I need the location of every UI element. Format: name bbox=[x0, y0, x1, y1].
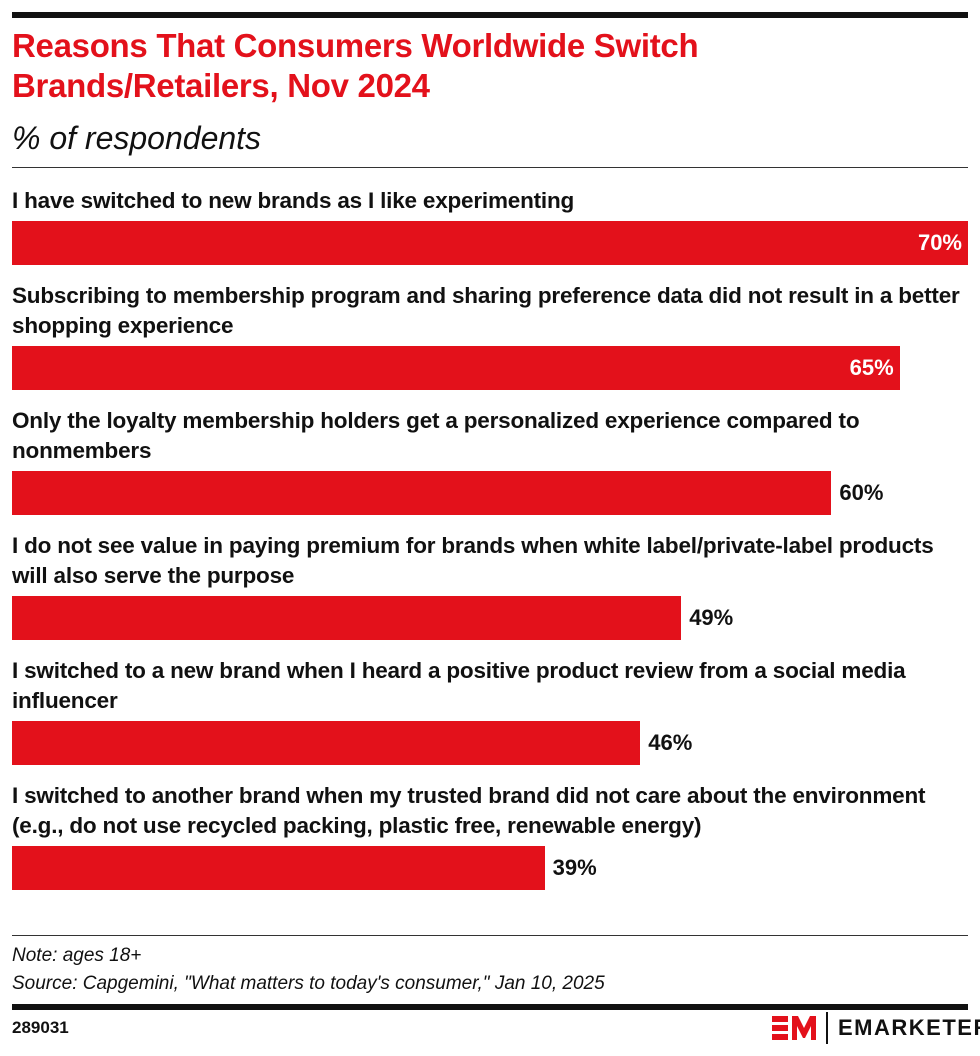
footer-divider bbox=[12, 935, 968, 936]
category-label: Only the loyalty membership holders get … bbox=[12, 408, 860, 463]
value-label: 70% bbox=[917, 230, 962, 255]
bottom-rule bbox=[12, 1004, 968, 1010]
source-text: Source: Capgemini, "What matters to toda… bbox=[12, 973, 605, 994]
em-logo-icon bbox=[772, 1016, 816, 1040]
header-divider bbox=[12, 167, 968, 168]
bar-track: 60% bbox=[12, 471, 968, 515]
bar-track: 70% bbox=[12, 221, 968, 265]
bar bbox=[12, 346, 900, 390]
bar-chart: I have switched to new brands as I like … bbox=[12, 186, 968, 906]
bar-track: 49% bbox=[12, 596, 968, 640]
top-rule bbox=[12, 12, 968, 18]
bar bbox=[12, 846, 545, 890]
bar bbox=[12, 471, 832, 515]
chart-subtitle: % of respondents bbox=[12, 120, 262, 156]
logo-separator bbox=[826, 1012, 828, 1044]
category-label: I have switched to new brands as I like … bbox=[12, 188, 575, 213]
bar-track: 39% bbox=[12, 846, 968, 890]
bar-track: 65% bbox=[12, 346, 968, 390]
footnote: Note: ages 18+ Source: Capgemini, "What … bbox=[12, 942, 605, 998]
category-label: I switched to a new brand when I heard a… bbox=[12, 658, 906, 713]
note-text: Note: ages 18+ bbox=[12, 945, 142, 966]
bar bbox=[12, 721, 641, 765]
value-label: 39% bbox=[552, 855, 597, 880]
category-label: I switched to another brand when my trus… bbox=[12, 783, 926, 838]
value-label: 60% bbox=[839, 480, 884, 505]
chart-id: 289031 bbox=[12, 1018, 69, 1037]
bar-row: I have switched to new brands as I like … bbox=[12, 186, 968, 265]
bar bbox=[12, 221, 968, 265]
value-label: 65% bbox=[849, 355, 894, 380]
category-label: I do not see value in paying premium for… bbox=[12, 533, 934, 588]
value-label: 46% bbox=[648, 730, 693, 755]
bar-track: 46% bbox=[12, 721, 968, 765]
value-label: 49% bbox=[689, 605, 734, 630]
brand-name: EMARKETER bbox=[838, 1015, 980, 1040]
bar-row: I switched to another brand when my trus… bbox=[12, 781, 968, 890]
bar-row: I switched to a new brand when I heard a… bbox=[12, 656, 968, 765]
bar bbox=[12, 596, 682, 640]
bar-row: Only the loyalty membership holders get … bbox=[12, 406, 968, 515]
bar-row: I do not see value in paying premium for… bbox=[12, 531, 968, 640]
chart-title: Reasons That Consumers Worldwide Switch … bbox=[12, 27, 699, 104]
category-label: Subscribing to membership program and sh… bbox=[12, 283, 960, 338]
emarketer-logo: EMARKETER bbox=[772, 1012, 980, 1044]
bar-row: Subscribing to membership program and sh… bbox=[12, 281, 968, 390]
